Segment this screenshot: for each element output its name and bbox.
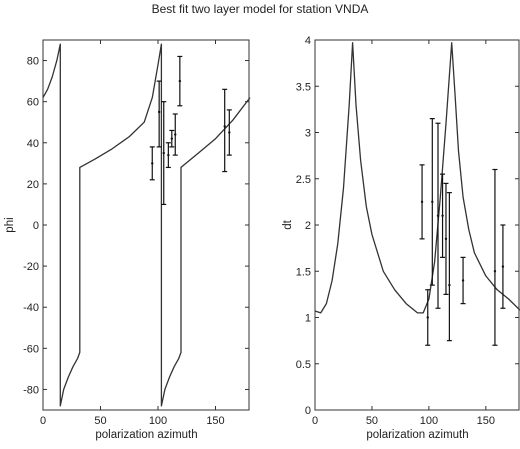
- phi-error-bar: [177, 55, 183, 107]
- dt-model-curve: [314, 42, 520, 314]
- dt-error-bar: [492, 168, 498, 346]
- phi-y-tick-label: -20: [23, 261, 39, 273]
- phi-y-tick-label: 20: [27, 179, 39, 191]
- dt-error-bar: [440, 173, 446, 258]
- phi-error-bar: [169, 129, 175, 148]
- dt-error-bar: [460, 256, 466, 305]
- dt-y-tick-label: 4: [305, 35, 311, 47]
- dt-data-point: [501, 265, 505, 268]
- phi-x-tick-label: 0: [40, 415, 46, 427]
- phi-plot: 0 50 100 150 -80 -60 -40 -20 0 20 40 60 80 polarizati…: [4, 39, 251, 441]
- dt-data-point: [436, 214, 440, 217]
- phi-y-tick-label: 60: [27, 97, 39, 109]
- dt-data-point: [448, 283, 451, 287]
- phi-y-tick-label: -60: [23, 343, 39, 355]
- phi-model-curve: [42, 43, 251, 407]
- dt-data-point: [461, 279, 465, 282]
- phi-data-point: [170, 137, 173, 140]
- dt-error-bar: [425, 289, 431, 346]
- dt-error-bar: [429, 118, 435, 286]
- phi-error-bar: [156, 80, 162, 148]
- phi-y-tick-label: 40: [27, 138, 39, 150]
- phi-data-point: [228, 131, 231, 134]
- phi-error-bar: [172, 113, 178, 156]
- phi-error-bar: [226, 109, 232, 156]
- phi-axes-frame: [42, 39, 250, 411]
- dt-error-bar: [435, 122, 441, 309]
- dt-x-tick-label: 150: [477, 415, 495, 427]
- phi-error-bar: [161, 101, 167, 206]
- phi-x-axis-label: polarization azimuth: [95, 429, 197, 441]
- dt-data-point: [493, 270, 497, 273]
- phi-data-point: [223, 125, 226, 128]
- dt-x-tick-label: 0: [312, 415, 318, 427]
- phi-data-point: [174, 133, 177, 136]
- phi-x-tick-label: 100: [149, 415, 167, 427]
- phi-error-bar: [149, 146, 155, 181]
- dt-data-point: [444, 237, 448, 241]
- dt-x-tick-label: 50: [366, 415, 378, 427]
- dt-x-tick-label: 100: [420, 415, 438, 427]
- dt-error-bar: [443, 182, 449, 295]
- phi-data-point: [167, 153, 170, 157]
- dt-y-tick-label: 1: [305, 313, 311, 325]
- phi-y-axis-label: phi: [4, 217, 16, 232]
- phi-data-point: [178, 79, 182, 83]
- dt-data-point: [441, 214, 444, 217]
- phi-y-tick-label: 0: [33, 220, 39, 232]
- phi-data-point: [162, 151, 165, 155]
- dt-y-tick-label: 1.5: [296, 266, 311, 278]
- phi-error-bar: [222, 88, 228, 173]
- dt-y-tick-label: 3.5: [296, 81, 311, 93]
- figure-title: Best fit two layer model for station VND…: [152, 2, 369, 16]
- phi-y-tick-label: -80: [23, 384, 39, 396]
- dt-axes-frame: [314, 39, 520, 411]
- dt-error-bar: [419, 164, 425, 240]
- phi-error-bar: [165, 142, 171, 169]
- dt-data-point: [426, 316, 429, 319]
- dt-x-axis-label: polarization azimuth: [366, 429, 468, 441]
- dt-error-bar: [446, 192, 452, 342]
- phi-y-tick-label: 80: [27, 56, 39, 68]
- dt-y-tick-label: 3: [305, 128, 311, 140]
- dt-error-bar: [500, 224, 506, 309]
- dt-y-tick-label: 2.5: [296, 174, 311, 186]
- phi-data-point: [151, 162, 154, 165]
- phi-data-point: [157, 110, 161, 114]
- dt-data-point: [431, 200, 434, 204]
- dt-y-axis-label: dt: [282, 219, 294, 229]
- dt-y-tick-label: 0.5: [296, 359, 311, 371]
- dt-y-tick-label: 0: [305, 405, 311, 417]
- dt-plot: 0 50 100 150 0 0.5 1 1.5 2 2.5 3 3.5 4 polarization a…: [282, 35, 520, 441]
- dt-y-tick-label: 2: [305, 220, 311, 232]
- phi-x-tick-label: 50: [94, 415, 106, 427]
- phi-y-tick-label: -40: [23, 302, 39, 314]
- phi-x-tick-label: 150: [206, 415, 224, 427]
- dt-data-point: [420, 200, 424, 204]
